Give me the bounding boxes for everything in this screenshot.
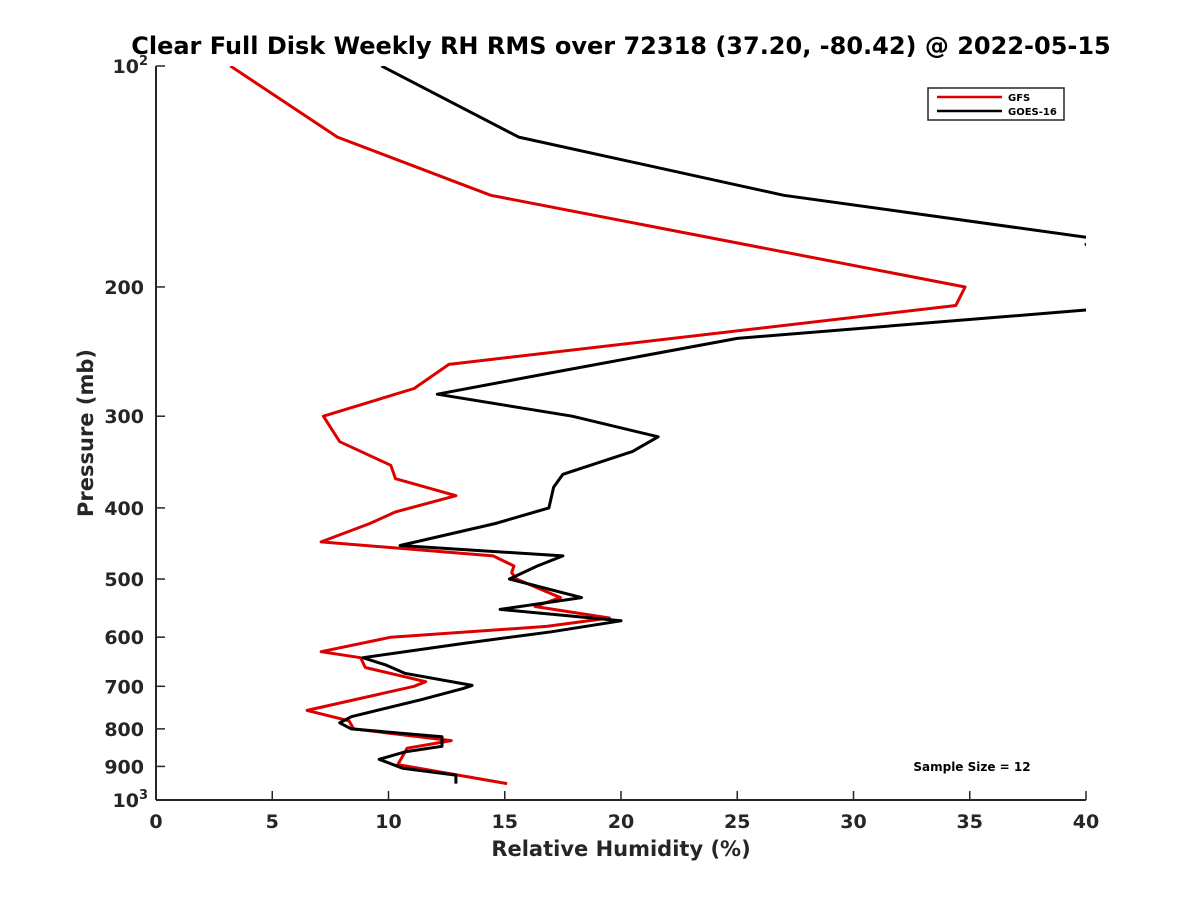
- y-tick-label: 300: [104, 406, 144, 428]
- y-tick-label: 200: [104, 277, 144, 299]
- x-tick-label: 20: [608, 811, 634, 833]
- legend-label-gfs: GFS: [1008, 93, 1030, 104]
- legend-box: [927, 87, 1065, 121]
- y-tick-label: 103: [113, 788, 149, 812]
- x-tick-label: 10: [375, 811, 401, 833]
- x-axis-label: Relative Humidity (%): [491, 837, 750, 861]
- y-tick-label: 400: [104, 498, 144, 520]
- series-lines: [229, 66, 1086, 786]
- y-tick-label: 800: [104, 719, 144, 741]
- series-line-gfs: [229, 66, 967, 786]
- y-axis-ticks: 102 200 300 400 500 600 700 800 900 103: [104, 54, 165, 812]
- y-tick-label: 900: [104, 756, 144, 778]
- x-tick-label: 0: [149, 811, 162, 833]
- x-tick-label: 5: [266, 811, 279, 833]
- legend-label-goes-16: GOES-16: [1008, 107, 1057, 118]
- legend: GFS GOES-16: [927, 87, 1065, 121]
- x-tick-label: 35: [957, 811, 983, 833]
- sample-size-annotation: Sample Size = 12: [913, 760, 1030, 774]
- x-axis-ticks: 0 5 10 15 20 25 30 35 40: [149, 791, 1099, 833]
- y-tick-label: 500: [104, 569, 144, 591]
- x-tick-label: 25: [724, 811, 750, 833]
- chart-title: Clear Full Disk Weekly RH RMS over 72318…: [131, 32, 1111, 60]
- x-tick-label: 15: [492, 811, 518, 833]
- series-line-goes-16: [338, 66, 1086, 784]
- y-tick-label: 600: [104, 627, 144, 649]
- x-tick-label: 30: [840, 811, 866, 833]
- y-tick-label: 700: [104, 676, 144, 698]
- x-tick-label: 40: [1073, 811, 1099, 833]
- y-tick-label: 102: [113, 54, 149, 78]
- y-axis-label: Pressure (mb): [74, 349, 98, 517]
